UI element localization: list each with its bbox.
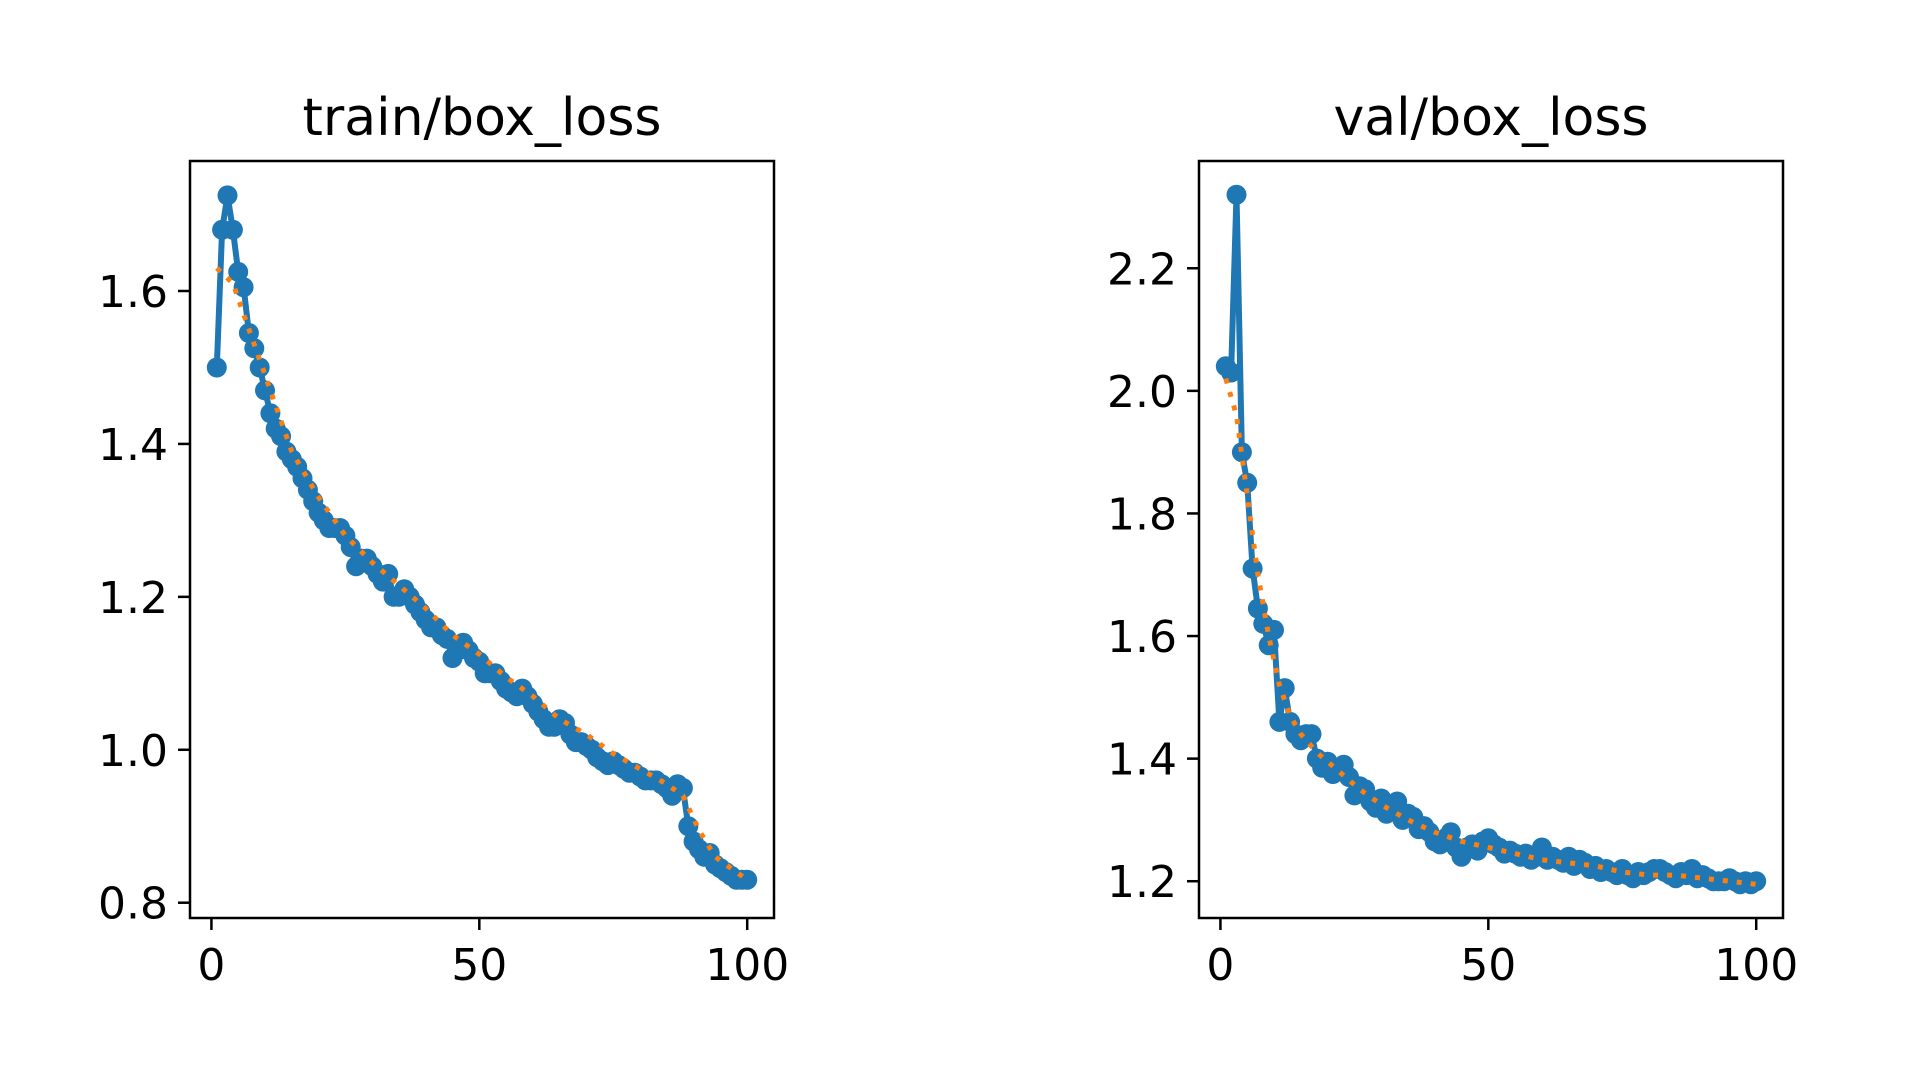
data-point bbox=[222, 219, 243, 240]
plot-area bbox=[206, 185, 758, 890]
y-tick-label: 1.6 bbox=[98, 267, 168, 318]
y-tick-label: 1.4 bbox=[1107, 735, 1177, 786]
x-tick-label: 100 bbox=[705, 940, 789, 991]
y-tick-label: 2.2 bbox=[1107, 244, 1177, 295]
fit-line bbox=[215, 266, 749, 882]
data-point bbox=[678, 816, 699, 837]
data-point bbox=[1237, 472, 1258, 493]
y-tick-label: 0.8 bbox=[98, 879, 168, 930]
data-point bbox=[249, 357, 270, 378]
data-point bbox=[672, 778, 693, 798]
y-axis: 1.2 1.4 1.6 1.8 2.0 2.2 bbox=[1107, 244, 1199, 908]
val-box-loss-chart: val/box_loss 0 50 100 1.2 1.4 1.6 1.8 2.0 2.2 bbox=[1107, 88, 1798, 991]
x-tick-label: 50 bbox=[1460, 940, 1516, 991]
x-axis: 0 50 100 bbox=[1206, 918, 1798, 991]
data-point bbox=[244, 338, 265, 359]
y-axis: 0.8 1.0 1.2 1.4 1.6 bbox=[98, 267, 190, 930]
data-point bbox=[206, 357, 227, 378]
data-point bbox=[228, 261, 249, 282]
y-tick-label: 1.4 bbox=[98, 420, 168, 471]
plot-area bbox=[1215, 184, 1767, 895]
data-point bbox=[271, 426, 292, 447]
data-point bbox=[1301, 724, 1322, 745]
y-tick-label: 2.0 bbox=[1107, 367, 1177, 418]
fit-line bbox=[1223, 377, 1757, 887]
data-point bbox=[1226, 184, 1247, 205]
axes-frame bbox=[188, 159, 776, 920]
x-tick-label: 50 bbox=[451, 940, 507, 991]
y-tick-label: 1.0 bbox=[98, 726, 168, 777]
series-line bbox=[1223, 191, 1758, 888]
data-point bbox=[1221, 362, 1242, 383]
chart-title: val/box_loss bbox=[1333, 88, 1648, 148]
data-point bbox=[217, 185, 238, 206]
data-point bbox=[233, 277, 254, 298]
axes-frame bbox=[1197, 159, 1785, 920]
data-point bbox=[1746, 871, 1767, 892]
data-point bbox=[1264, 619, 1284, 640]
y-tick-label: 1.8 bbox=[1107, 489, 1177, 540]
y-tick-label: 1.6 bbox=[1107, 612, 1177, 663]
train-box-loss-chart: train/box_loss 0 50 100 0.8 1.0 1.2 1.4 1.6 bbox=[98, 88, 789, 991]
x-tick-label: 0 bbox=[1206, 940, 1234, 991]
data-point bbox=[1440, 822, 1461, 843]
data-point bbox=[1231, 442, 1252, 463]
y-tick-label: 1.2 bbox=[1107, 857, 1177, 908]
y-tick-label: 1.2 bbox=[98, 573, 168, 624]
x-tick-label: 100 bbox=[1714, 940, 1798, 991]
x-tick-label: 0 bbox=[197, 940, 225, 991]
chart-title: train/box_loss bbox=[303, 88, 662, 148]
x-axis: 0 50 100 bbox=[197, 918, 789, 991]
